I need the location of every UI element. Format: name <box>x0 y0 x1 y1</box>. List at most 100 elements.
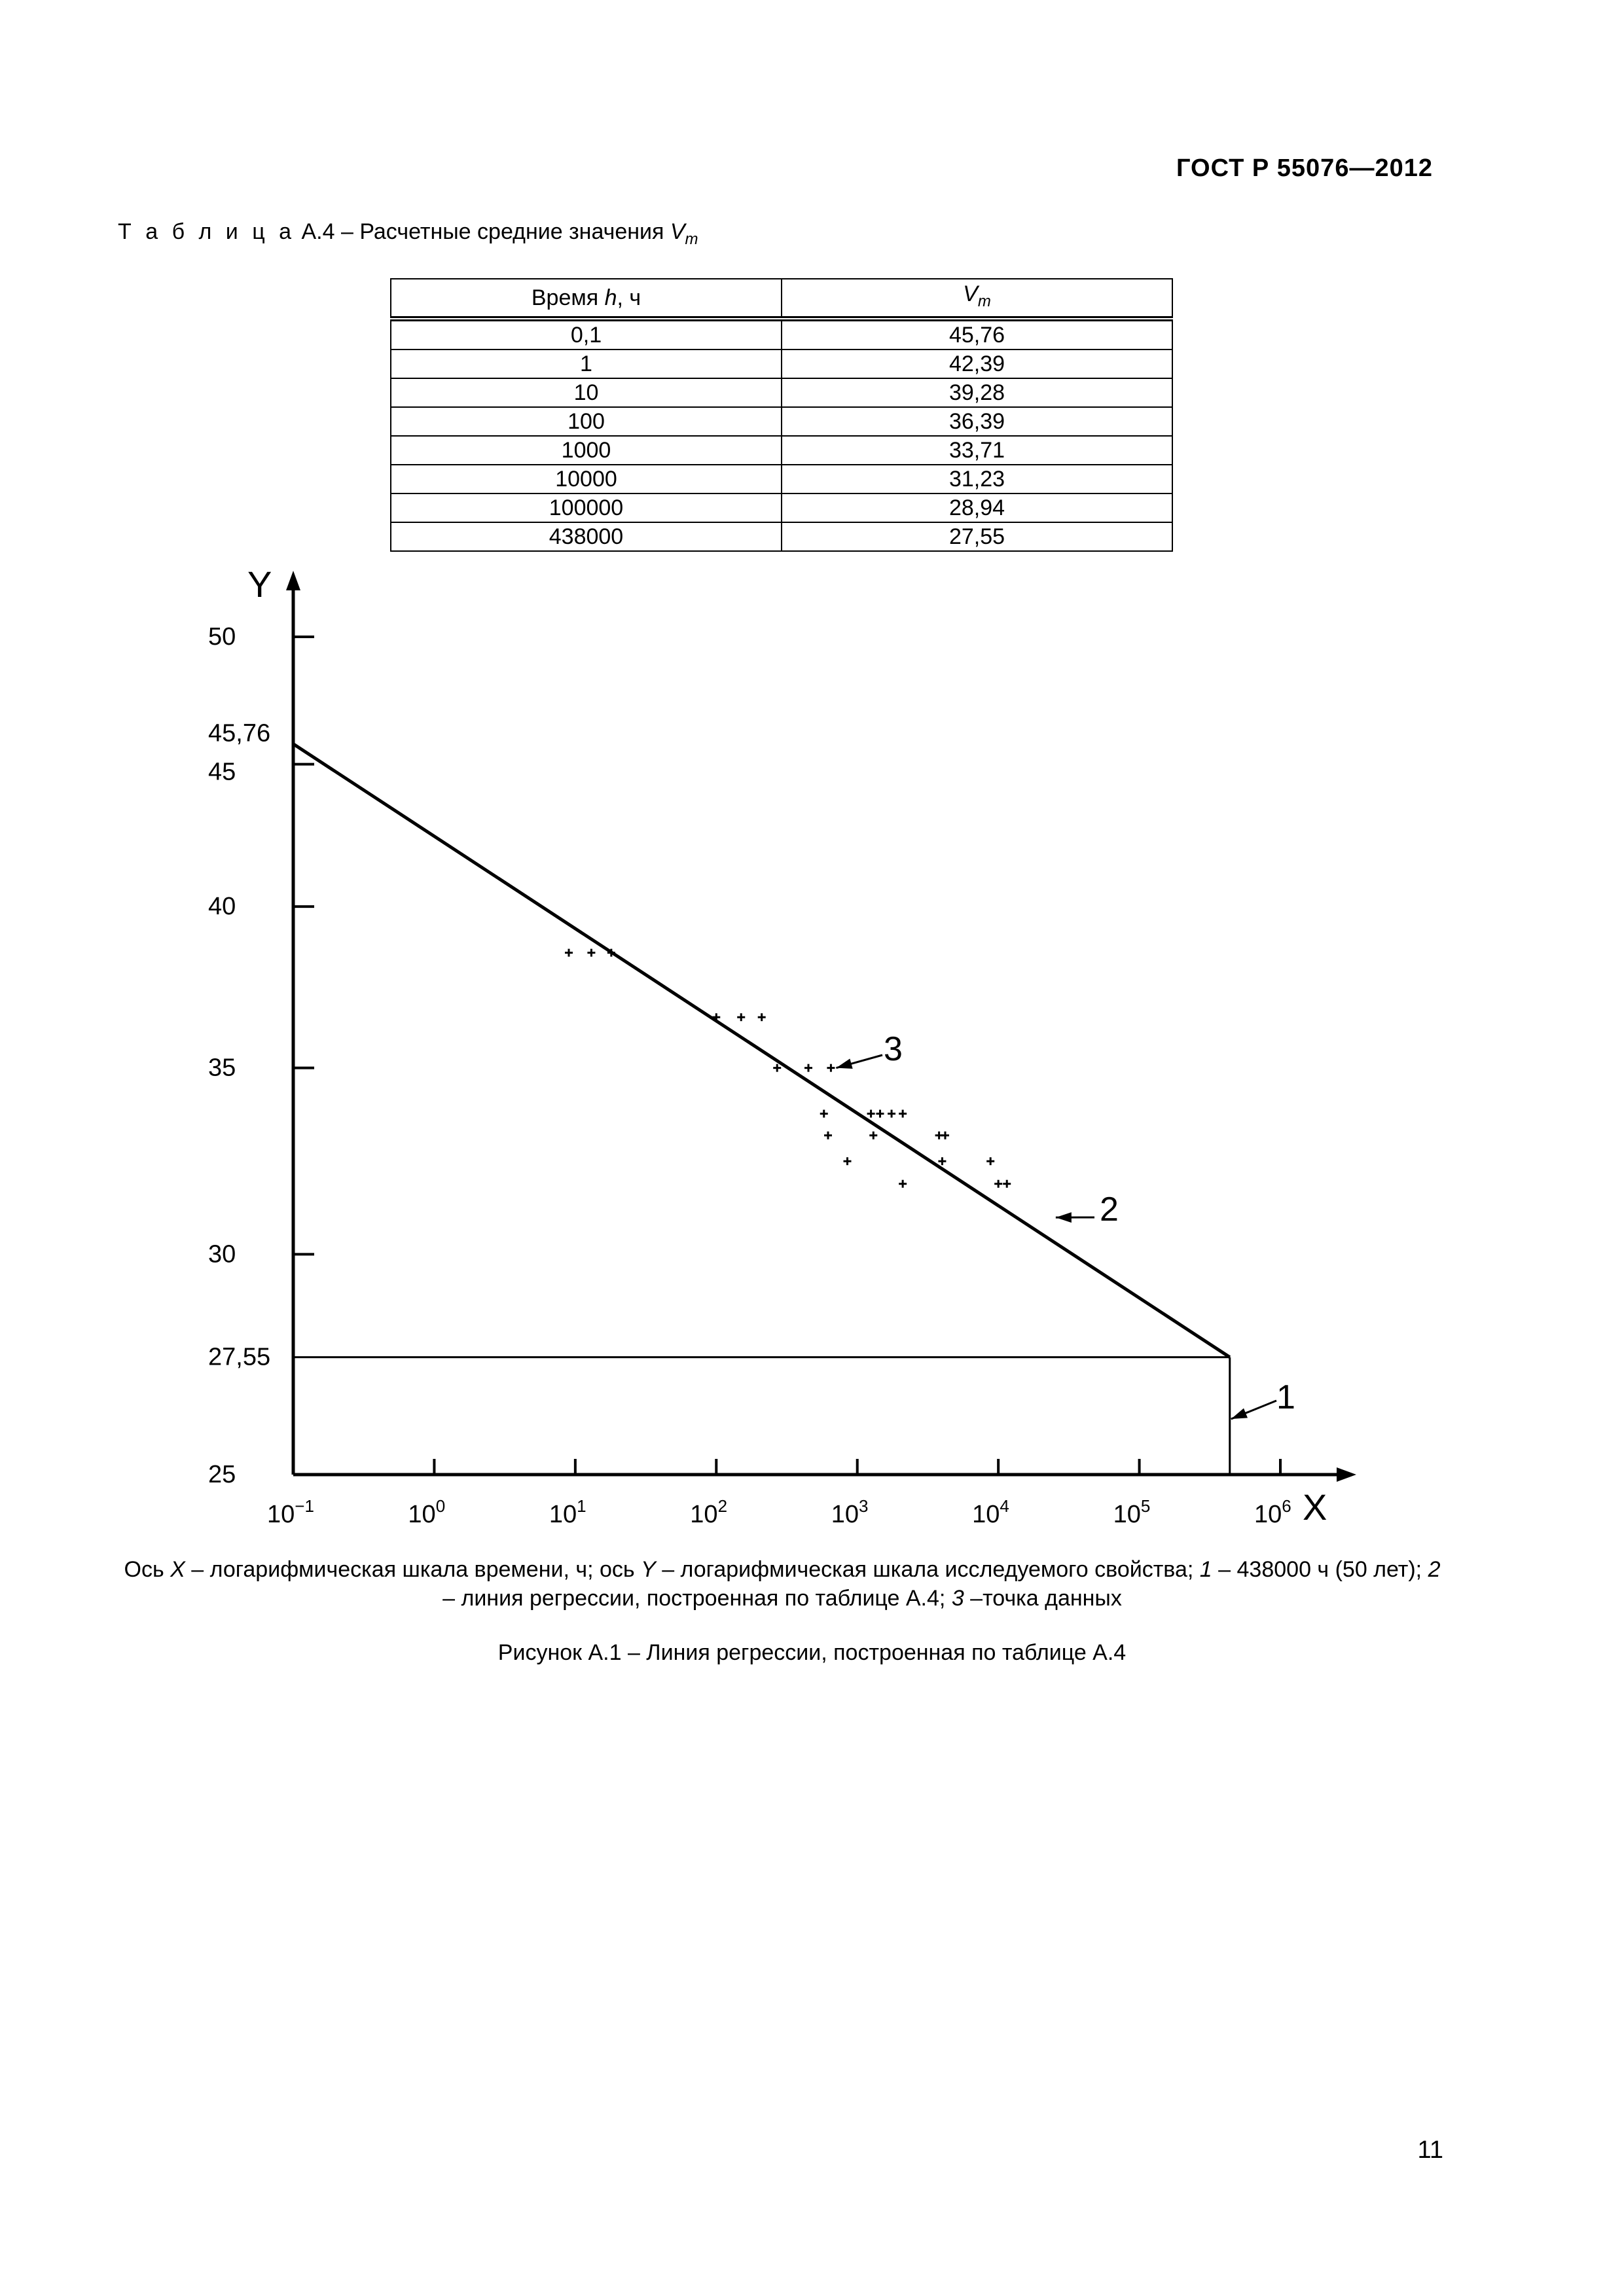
cell-time: 100 <box>390 406 782 437</box>
cell-time: 100000 <box>390 492 782 523</box>
data-point <box>899 1109 907 1118</box>
legend-text-part: – 438000 ч (50 лет); <box>1212 1557 1428 1582</box>
table-caption: Т а б л и ц а А.4 – Расчетные средние зн… <box>118 219 698 249</box>
x-tick-label: 10−1 <box>267 1496 314 1528</box>
figure-caption: Рисунок А.1 – Линия регрессии, построенн… <box>497 1640 1127 1665</box>
legend-text-part: Ось <box>124 1557 171 1582</box>
x-tick-exponent: 2 <box>718 1496 727 1516</box>
x-tick-exponent: 1 <box>577 1496 586 1516</box>
cell-time: 10000 <box>390 463 782 494</box>
data-point <box>941 1131 949 1139</box>
annotation-label-1: 1 <box>1276 1378 1295 1416</box>
x-tick-label: 104 <box>972 1496 1009 1528</box>
table-row: 1000 33,71 <box>390 435 1173 465</box>
table-row: 1 42,39 <box>390 348 1173 379</box>
page-number: 11 <box>1417 2136 1443 2164</box>
x-tick-label: 102 <box>690 1496 727 1528</box>
data-point <box>607 948 615 957</box>
cell-vm: 42,39 <box>781 348 1173 379</box>
x-tick-base: 10 <box>549 1501 577 1528</box>
x-axis-label: X <box>1303 1486 1327 1528</box>
cell-time: 438000 <box>390 521 782 552</box>
data-point <box>827 1064 835 1072</box>
data-point <box>757 1013 766 1022</box>
x-tick-base: 10 <box>1113 1501 1141 1528</box>
column-header-time-var: h <box>604 285 617 310</box>
annotation-arrow-3 <box>836 1054 883 1069</box>
data-point <box>876 1109 884 1118</box>
x-tick-exponent: 3 <box>859 1496 868 1516</box>
annotation-label-2: 2 <box>1100 1191 1119 1229</box>
x-tick-base: 10 <box>690 1501 717 1528</box>
y-tick-label: 30 <box>208 1240 236 1268</box>
y-tick-label: 45 <box>208 759 236 786</box>
y-axis-label: Y <box>247 564 272 605</box>
data-point <box>737 1013 746 1022</box>
legend-text-part: X <box>170 1557 185 1582</box>
data-point <box>587 948 596 957</box>
x-tick-base: 10 <box>408 1501 435 1528</box>
cell-vm: 27,55 <box>781 521 1173 552</box>
table-caption-prefix: Т а б л и ц а <box>118 219 296 244</box>
data-point <box>986 1157 995 1166</box>
tick-marks <box>292 636 1282 1476</box>
cell-time: 1 <box>390 348 782 379</box>
data-point <box>773 1064 782 1072</box>
legend-text-part: 3 <box>951 1586 964 1611</box>
data-point <box>867 1109 875 1118</box>
y-tick-label: 45,76 <box>208 720 270 747</box>
x-tick-exponent: 0 <box>436 1496 445 1516</box>
x-tick-label: 101 <box>549 1496 586 1528</box>
legend-text-part: Y <box>641 1557 656 1582</box>
cell-time: 0,1 <box>390 317 782 350</box>
legend-text-part: 2 <box>1428 1557 1441 1582</box>
figure-legend: Ось X – логарифмическая шкала времени, ч… <box>118 1555 1447 1613</box>
legend-text-part: –точка данных <box>964 1586 1122 1611</box>
data-point <box>823 1131 832 1139</box>
table-row: 438000 27,55 <box>390 521 1173 552</box>
annotation-arrow-1-head <box>1231 1408 1248 1419</box>
legend-text-part: – логарифмическая шкала времени, ч; ось <box>185 1557 641 1582</box>
column-header-vm: Vm <box>781 278 1173 321</box>
column-header-time: Время h, ч <box>390 278 782 321</box>
data-point <box>994 1179 1003 1188</box>
cell-time: 1000 <box>390 435 782 465</box>
data-point <box>843 1157 852 1166</box>
tick-labels: 10−1 100 101 102 103 104 105 1065045,7645403530… <box>208 623 1291 1528</box>
table-row: 10000 31,23 <box>390 463 1173 494</box>
table-caption-sub: m <box>685 230 698 248</box>
cell-vm: 33,71 <box>781 435 1173 465</box>
x-tick-exponent: 5 <box>1141 1496 1150 1516</box>
x-tick-base: 10 <box>267 1501 295 1528</box>
cell-vm: 31,23 <box>781 463 1173 494</box>
data-table: Время h, ч Vm 0,1 45,76 1 42,39 10 39,28 100 36… <box>390 278 1173 552</box>
table-row: 100 36,39 <box>390 406 1173 437</box>
table-caption-var: V <box>670 219 685 244</box>
column-header-time-text: Время <box>531 285 605 310</box>
data-point <box>888 1109 896 1118</box>
data-point <box>820 1109 828 1118</box>
x-tick-base: 10 <box>831 1501 859 1528</box>
chart-axes: XY <box>247 564 1356 1528</box>
annotation-arrow-2 <box>1055 1212 1095 1223</box>
legend-text-part: 1 <box>1199 1557 1212 1582</box>
data-point <box>938 1157 947 1166</box>
column-header-vm-sub: m <box>977 292 991 310</box>
cell-vm: 39,28 <box>781 377 1173 408</box>
x-tick-base: 10 <box>972 1501 1000 1528</box>
table-row: 100000 28,94 <box>390 492 1173 523</box>
y-tick-label: 27,55 <box>208 1344 270 1371</box>
annotation-label-3: 3 <box>884 1030 903 1068</box>
column-header-vm-var: V <box>963 281 978 306</box>
annotation-arrow-1 <box>1231 1399 1277 1420</box>
regression-line-group <box>292 742 1231 1359</box>
table-header-row: Время h, ч Vm <box>390 278 1173 321</box>
x-tick-label: 106 <box>1254 1496 1291 1528</box>
column-header-time-unit: , ч <box>617 285 641 310</box>
reference-lines <box>293 1356 1231 1475</box>
data-points <box>564 948 1011 1188</box>
y-tick-label: 35 <box>208 1054 236 1082</box>
data-point <box>899 1179 907 1188</box>
y-axis-arrow <box>286 571 300 590</box>
data-point <box>804 1064 813 1072</box>
